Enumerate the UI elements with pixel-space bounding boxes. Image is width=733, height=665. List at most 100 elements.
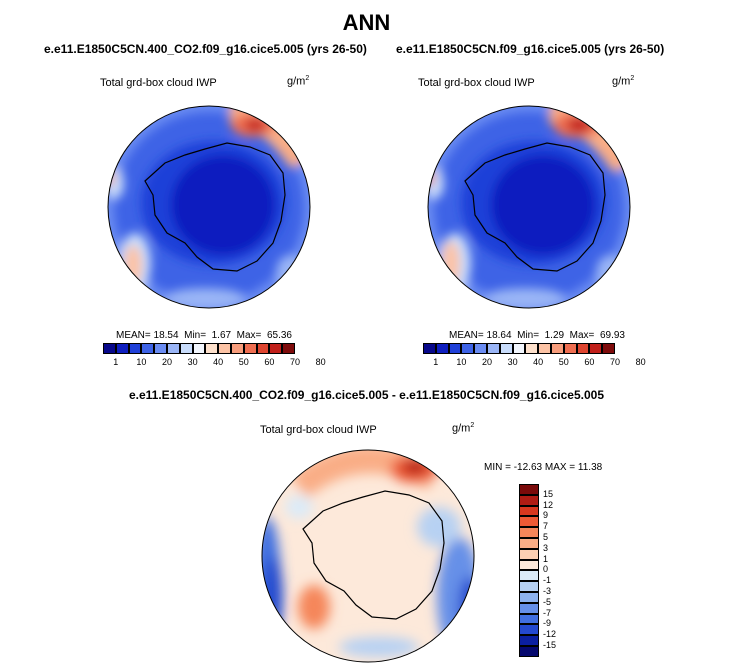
panel2-colorbar-tick-label: 80: [635, 357, 646, 367]
panel2-colorbar-tick-label: 60: [584, 357, 595, 367]
panel2-colorbar-box: [435, 343, 449, 354]
panel1-colorbar-tick-label: 50: [238, 357, 249, 367]
panel1-colorbar-tick-label: 10: [136, 357, 147, 367]
panel1-stats: MEAN= 18.54 Min= 1.67 Max= 65.36: [116, 330, 292, 341]
diff-colorbar-tick-label: -12: [543, 629, 557, 640]
panel1-colorbar-box: [128, 343, 142, 354]
panel1-colorbar-box: [256, 343, 270, 354]
panel2-colorbar-tick-label: 40: [533, 357, 544, 367]
panel2-colorbar-box: [563, 343, 577, 354]
panel1-colorbar-box: [218, 343, 231, 354]
panel2-colorbar-box: [576, 343, 590, 354]
diff-colorbar-box: [519, 635, 539, 646]
panel1-colorbar-tick-label: 40: [213, 357, 224, 367]
diff-colorbar-box: [519, 559, 539, 571]
panel2-colorbar: 1 10 20 30 40 50 60 70 80: [423, 343, 646, 371]
diff-colorbar-tick-label: 9: [543, 510, 549, 521]
panel2-colorbar-box: [512, 343, 526, 354]
panel1-colorbar: 1 10 20 30 40 50 60 70 80: [103, 343, 326, 371]
panel1-colorbar-box: [167, 343, 180, 354]
panel2-colorbar-tick-label: 10: [456, 357, 467, 367]
diff-colorbar-box: [519, 592, 539, 603]
diff-colorbar-box: [519, 548, 539, 560]
diff-colorbar-box: [519, 516, 539, 528]
panel2-colorbar-tick-label: 1: [433, 357, 439, 367]
panel2-colorbar-box: [525, 343, 539, 354]
panel2-units: g/m2: [612, 75, 635, 88]
panel2-colorbar-box: [461, 343, 475, 354]
panel1-coastline: [144, 142, 286, 272]
panel2-colorbar-box: [474, 343, 487, 354]
panel2-colorbar-tick-label: 20: [481, 357, 492, 367]
panel1-colorbar-box: [154, 343, 167, 354]
diff-colorbar-box: [519, 484, 539, 495]
panel2-colorbar-tick-label: 50: [558, 357, 569, 367]
diff-colorbar-box: [519, 613, 539, 625]
panel1-colorbar-box: [141, 343, 155, 354]
panel2-polar-map: [427, 105, 631, 309]
diff-colorbar-tick-label: -1: [543, 575, 552, 586]
panel1-variable-label: Total grd-box cloud IWP: [100, 77, 217, 89]
diff-polar-map: [261, 449, 475, 663]
diff-colorbar-tick-label: 3: [543, 542, 549, 553]
panel2-variable-label: Total grd-box cloud IWP: [418, 77, 535, 89]
panel1-colorbar-tick-label: 1: [113, 357, 119, 367]
panel1-colorbar-tick-label: 80: [315, 357, 326, 367]
diff-colorbar-box: [519, 602, 539, 614]
panel2-colorbar-box: [551, 343, 564, 354]
diff-stats: MIN = -12.63 MAX = 11.38: [484, 462, 603, 473]
panel1-colorbar-box: [192, 343, 206, 354]
diff-colorbar-box: [519, 570, 539, 582]
panel2-colorbar-box: [448, 343, 462, 354]
diff-colorbar-tick-label: 7: [543, 521, 549, 532]
diff-colorbar-box: [519, 505, 539, 517]
panel2-colorbar-tick-label: 30: [507, 357, 518, 367]
diff-coastline: [302, 490, 445, 620]
diff-colorbar-tick-label: 15: [543, 488, 554, 499]
panel1-colorbar-box: [103, 343, 116, 354]
panel1-colorbar-tick-label: 20: [161, 357, 172, 367]
diff-colorbar-tick-label: -15: [543, 640, 557, 650]
diff-colorbar-tick-label: 5: [543, 532, 549, 542]
diff-colorbar-box: [519, 624, 539, 636]
diff-colorbar-box: [519, 581, 539, 592]
diff-colorbar-tick-label: 0: [543, 564, 549, 575]
diff-colorbar-box: [519, 538, 539, 549]
panel2-colorbar-box: [538, 343, 551, 354]
panel1-colorbar-tick-label: 70: [289, 357, 300, 367]
panel2-case-title: e.e11.E1850C5CN.f09_g16.cice5.005 (yrs 2…: [396, 42, 665, 56]
panel1-case-title: e.e11.E1850C5CN.400_CO2.f09_g16.cice5.00…: [44, 42, 367, 56]
diff-colorbar-box: [519, 527, 539, 538]
diff-title: e.e11.E1850C5CN.400_CO2.f09_g16.cice5.00…: [128, 388, 604, 402]
panel2-colorbar-box: [589, 343, 603, 354]
panel1-colorbar-box: [269, 343, 283, 354]
panel1-polar-map: [107, 105, 311, 309]
panel1-colorbar-box: [205, 343, 219, 354]
diff-variable-label: Total grd-box cloud IWP: [260, 424, 377, 436]
diff-colorbar-box: [519, 494, 539, 506]
main-title: ANN: [342, 10, 391, 35]
diff-colorbar-tick-label: -3: [543, 586, 552, 596]
panel1-colorbar-box: [243, 343, 257, 354]
panel2-colorbar-box: [602, 343, 615, 354]
diff-colorbar: 15 12 9 7 5 3 1 0 -1 -3 -5 -7 -9 -12 -15: [519, 484, 579, 659]
panel2-colorbar-box: [487, 343, 500, 354]
diff-colorbar-tick-label: 1: [543, 553, 549, 564]
diff-colorbar-box: [519, 646, 539, 657]
diff-units: g/m2: [452, 422, 475, 435]
panel2-colorbar-box: [423, 343, 436, 354]
panel1-colorbar-tick-label: 30: [187, 357, 198, 367]
diff-colorbar-tick-label: -7: [543, 607, 552, 618]
panel1-colorbar-box: [179, 343, 193, 354]
panel2-colorbar-box: [499, 343, 513, 354]
panel1-colorbar-box: [282, 343, 295, 354]
diff-colorbar-tick-label: -9: [543, 618, 552, 629]
diff-colorbar-tick-label: 12: [543, 499, 554, 510]
panel2-colorbar-tick-label: 70: [609, 357, 620, 367]
panel1-units: g/m2: [287, 75, 310, 88]
panel2-coastline: [464, 142, 606, 272]
panel2-stats: MEAN= 18.64 Min= 1.29 Max= 69.93: [449, 330, 625, 341]
diff-colorbar-tick-label: -5: [543, 596, 552, 607]
panel1-colorbar-tick-label: 60: [264, 357, 275, 367]
panel1-colorbar-box: [231, 343, 244, 354]
